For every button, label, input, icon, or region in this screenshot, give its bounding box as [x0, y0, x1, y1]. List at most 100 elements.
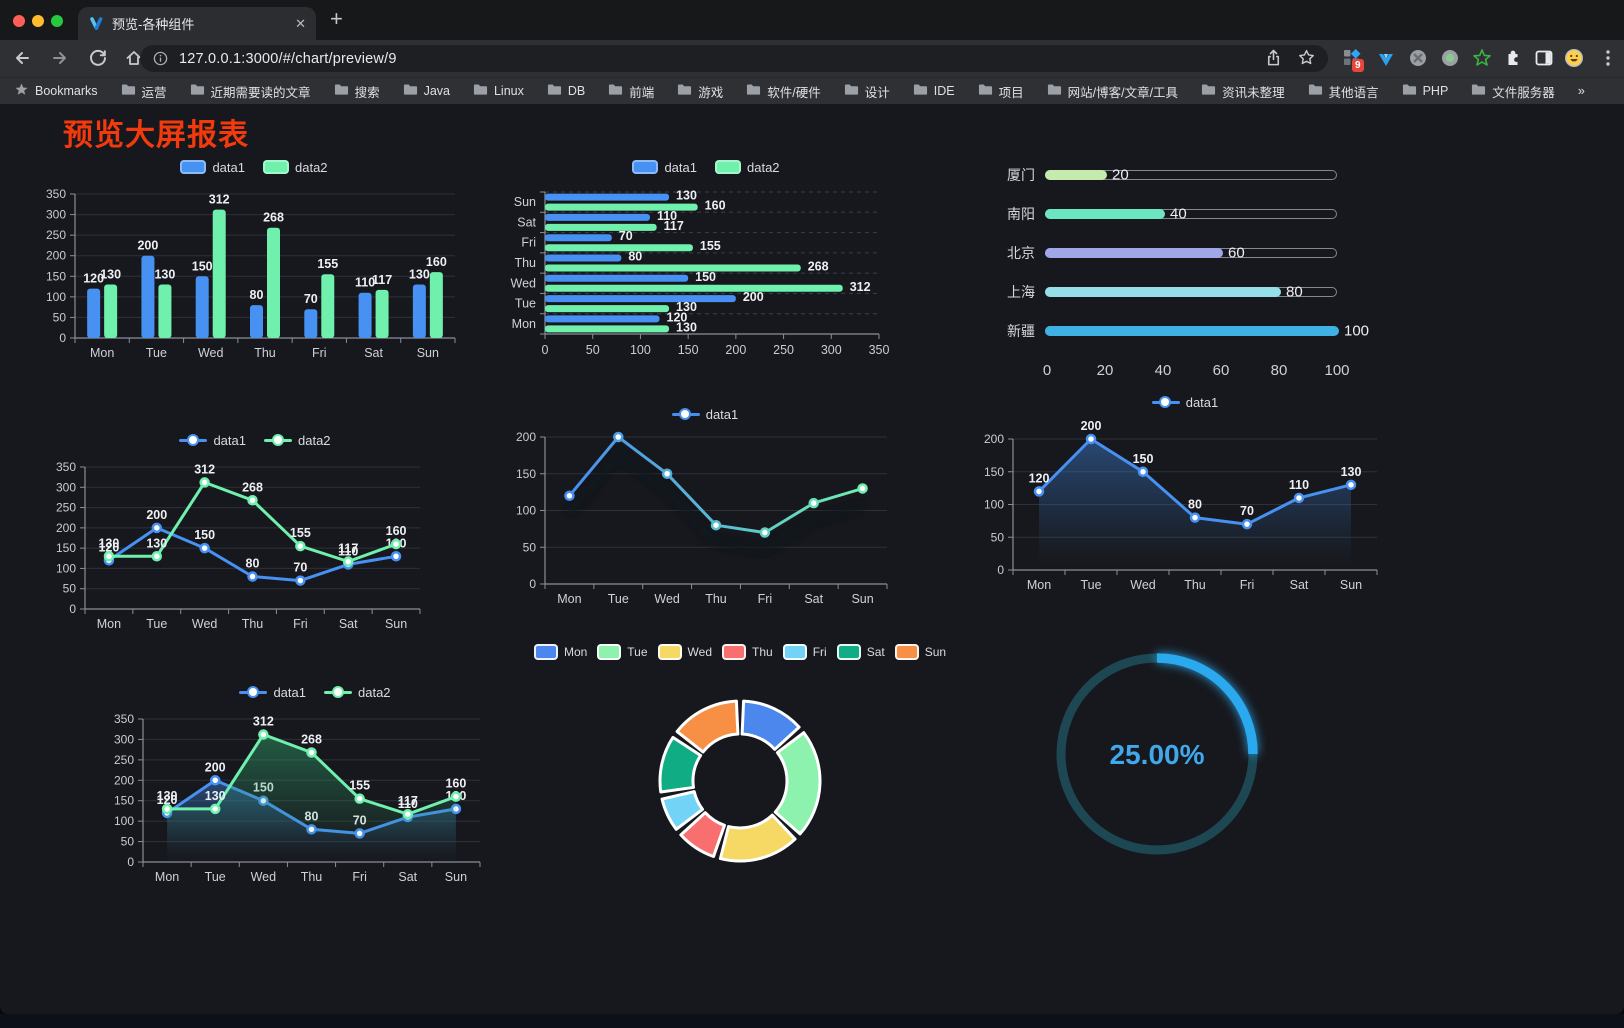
legend-item-Sat[interactable]: Sat	[837, 644, 885, 660]
bookmark-star-icon[interactable]	[1297, 48, 1316, 67]
legend-swatch	[837, 644, 861, 660]
donut-slice-Wed[interactable]	[720, 815, 795, 861]
bookmark-folder-9[interactable]: 设计	[844, 82, 890, 101]
legend-item-Sun[interactable]: Sun	[895, 644, 946, 660]
folder-icon	[844, 83, 859, 99]
axis-tick-label: 20	[1097, 362, 1114, 379]
legend-item-data1[interactable]: data1	[239, 685, 306, 700]
svg-text:50: 50	[991, 530, 1005, 544]
svg-text:300: 300	[114, 732, 134, 746]
line-two-series-legend: data1 data2	[45, 429, 465, 451]
bookmark-folder-1[interactable]: 近期需要读的文章	[190, 82, 311, 101]
svg-text:50: 50	[53, 310, 67, 324]
legend-label: data1	[664, 160, 697, 175]
svg-text:155: 155	[317, 257, 338, 271]
legend-item-Wed[interactable]: Wed	[658, 644, 712, 660]
bookmark-folder-11[interactable]: 项目	[978, 82, 1024, 101]
chart-gauge[interactable]: 25.00%	[1047, 644, 1267, 864]
bookmarks-overflow-chevron[interactable]: »	[1578, 84, 1585, 98]
bookmark-folder-7[interactable]: 游戏	[677, 82, 723, 101]
bookmark-folder-2[interactable]: 搜索	[334, 82, 380, 101]
browser-tab[interactable]: 预览-各种组件 ✕	[78, 7, 316, 40]
address-bar[interactable]: 127.0.0.1:3000/#/chart/preview/9	[140, 45, 1328, 72]
svg-text:70: 70	[293, 561, 307, 575]
bookmark-folder-10[interactable]: IDE	[913, 83, 955, 99]
bookmark-folder-6[interactable]: 前端	[608, 82, 654, 101]
legend-swatch	[672, 407, 700, 421]
svg-text:130: 130	[98, 536, 119, 550]
legend-swatch	[179, 433, 207, 447]
round-extension-icon[interactable]	[1408, 48, 1428, 68]
svg-text:Tue: Tue	[1080, 578, 1101, 592]
legend-item-data2[interactable]: data2	[715, 160, 780, 175]
bookmark-folder-4[interactable]: Linux	[473, 83, 524, 99]
site-info-icon[interactable]	[152, 50, 169, 67]
zoom-window-button[interactable]	[51, 15, 63, 27]
legend-item-data1[interactable]: data1	[180, 160, 245, 175]
legend-item-data2[interactable]: data2	[264, 433, 331, 448]
svg-text:250: 250	[46, 228, 66, 242]
donut-slice-Tue[interactable]	[775, 733, 820, 834]
legend-item-Tue[interactable]: Tue	[597, 644, 647, 660]
bookmark-folder-12[interactable]: 网站/博客/文章/工具	[1047, 82, 1178, 101]
bookmark-label: Bookmarks	[35, 84, 98, 98]
legend-item-data1[interactable]: data1	[179, 433, 246, 448]
bookmark-folder-16[interactable]: 文件服务器	[1471, 82, 1555, 101]
legend-item-Fri[interactable]: Fri	[783, 644, 827, 660]
svg-text:Sat: Sat	[339, 617, 358, 631]
legend-item-data2[interactable]: data2	[324, 685, 391, 700]
recorder-extension-icon[interactable]	[1440, 48, 1460, 68]
profile-emoji-icon[interactable]	[1564, 48, 1584, 68]
bookmarks-manager-item[interactable]: Bookmarks	[14, 82, 98, 100]
legend-item-Mon[interactable]: Mon	[534, 644, 587, 660]
bookmark-folder-5[interactable]: DB	[547, 83, 585, 99]
legend-item-data1[interactable]: data1	[632, 160, 697, 175]
legend-item-data1[interactable]: data1	[1152, 395, 1219, 410]
forward-icon[interactable]	[50, 48, 70, 68]
svg-text:Fri: Fri	[758, 592, 773, 606]
legend-label: data2	[298, 433, 331, 448]
svg-text:130: 130	[676, 300, 697, 314]
svg-text:Thu: Thu	[242, 617, 264, 631]
close-window-button[interactable]	[13, 15, 25, 27]
back-icon[interactable]	[12, 48, 32, 68]
legend-item-data1[interactable]: data1	[672, 407, 739, 422]
reload-icon[interactable]	[88, 48, 108, 68]
bookmark-folder-3[interactable]: Java	[403, 83, 450, 99]
svg-text:Tue: Tue	[608, 592, 629, 606]
legend-item-data2[interactable]: data2	[263, 160, 328, 175]
svg-text:70: 70	[304, 292, 318, 306]
bookmark-folder-14[interactable]: 其他语言	[1308, 82, 1379, 101]
bookmark-folder-0[interactable]: 运营	[121, 82, 167, 101]
bookmark-label: 近期需要读的文章	[211, 82, 311, 101]
menu-kebab-icon[interactable]	[1598, 48, 1618, 68]
bookmark-folder-8[interactable]: 软件/硬件	[746, 82, 820, 101]
folder-icon	[677, 83, 692, 99]
side-panel-icon[interactable]	[1534, 48, 1554, 68]
progress-value: 40	[1170, 206, 1187, 223]
extensions-puzzle-icon[interactable]	[1502, 48, 1522, 68]
legend-label: data2	[295, 160, 328, 175]
bookmark-folder-15[interactable]: PHP	[1402, 83, 1449, 99]
tab-close-icon[interactable]: ✕	[295, 16, 306, 32]
legend-item-Thu[interactable]: Thu	[722, 644, 773, 660]
svg-text:Sun: Sun	[417, 346, 439, 360]
share-icon[interactable]	[1264, 48, 1283, 67]
bookmarks-bar: Bookmarks 运营 近期需要读的文章 搜索 Java Linux DB 前端 游戏 软件/硬…	[0, 77, 1624, 104]
new-tab-button[interactable]: +	[330, 6, 343, 32]
vue-devtools-icon[interactable]	[1376, 48, 1396, 68]
svg-text:350: 350	[46, 187, 66, 201]
axis-tick-label: 40	[1155, 362, 1172, 379]
minimize-window-button[interactable]	[32, 15, 44, 27]
star-extension-icon[interactable]	[1472, 48, 1492, 68]
bookmark-folder-13[interactable]: 资讯未整理	[1201, 82, 1285, 101]
